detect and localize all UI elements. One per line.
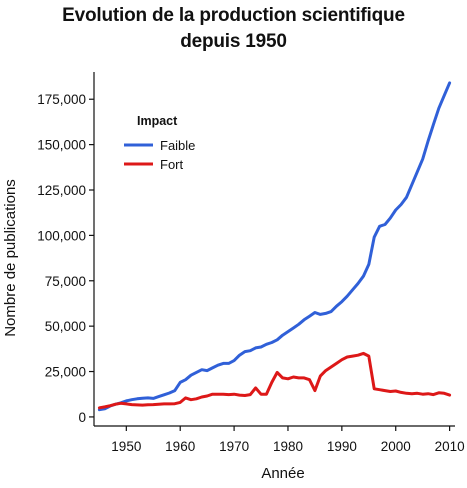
legend-title: Impact (137, 114, 178, 128)
legend-label-fort: Fort (160, 157, 184, 172)
y-axis-title: Nombre de publications (2, 179, 19, 337)
y-tick-label: 25,000 (45, 365, 86, 380)
axes: 0 25,000 50,000 75,000 100,000 125,000 150,000… (37, 72, 465, 454)
y-tick-label: 150,000 (37, 138, 86, 153)
y-tick-label: 125,000 (37, 183, 86, 198)
x-tick-label: 1950 (111, 439, 141, 454)
x-axis-title: Année (261, 465, 304, 482)
y-tick-label: 50,000 (45, 319, 86, 334)
series-line-fort (97, 351, 452, 410)
x-tick-label: 1960 (165, 439, 195, 454)
y-tick-label: 175,000 (37, 92, 86, 107)
x-tick-label: 1980 (273, 439, 303, 454)
x-tick-label: 1970 (219, 439, 249, 454)
y-tick-label: 100,000 (37, 228, 86, 243)
legend-label-faible: Faible (160, 138, 195, 153)
chart-title: Evolution de la production scientifique (62, 5, 405, 26)
chart-subtitle: depuis 1950 (180, 31, 287, 52)
x-tick-label: 2010 (435, 439, 465, 454)
x-tick-label: 1990 (327, 439, 357, 454)
series-line-faible (97, 81, 452, 412)
legend: Impact Faible Fort (124, 114, 195, 172)
y-tick-label: 75,000 (45, 274, 86, 289)
y-tick-label: 0 (78, 410, 86, 425)
x-tick-label: 2000 (381, 439, 411, 454)
series-lines (97, 81, 452, 412)
